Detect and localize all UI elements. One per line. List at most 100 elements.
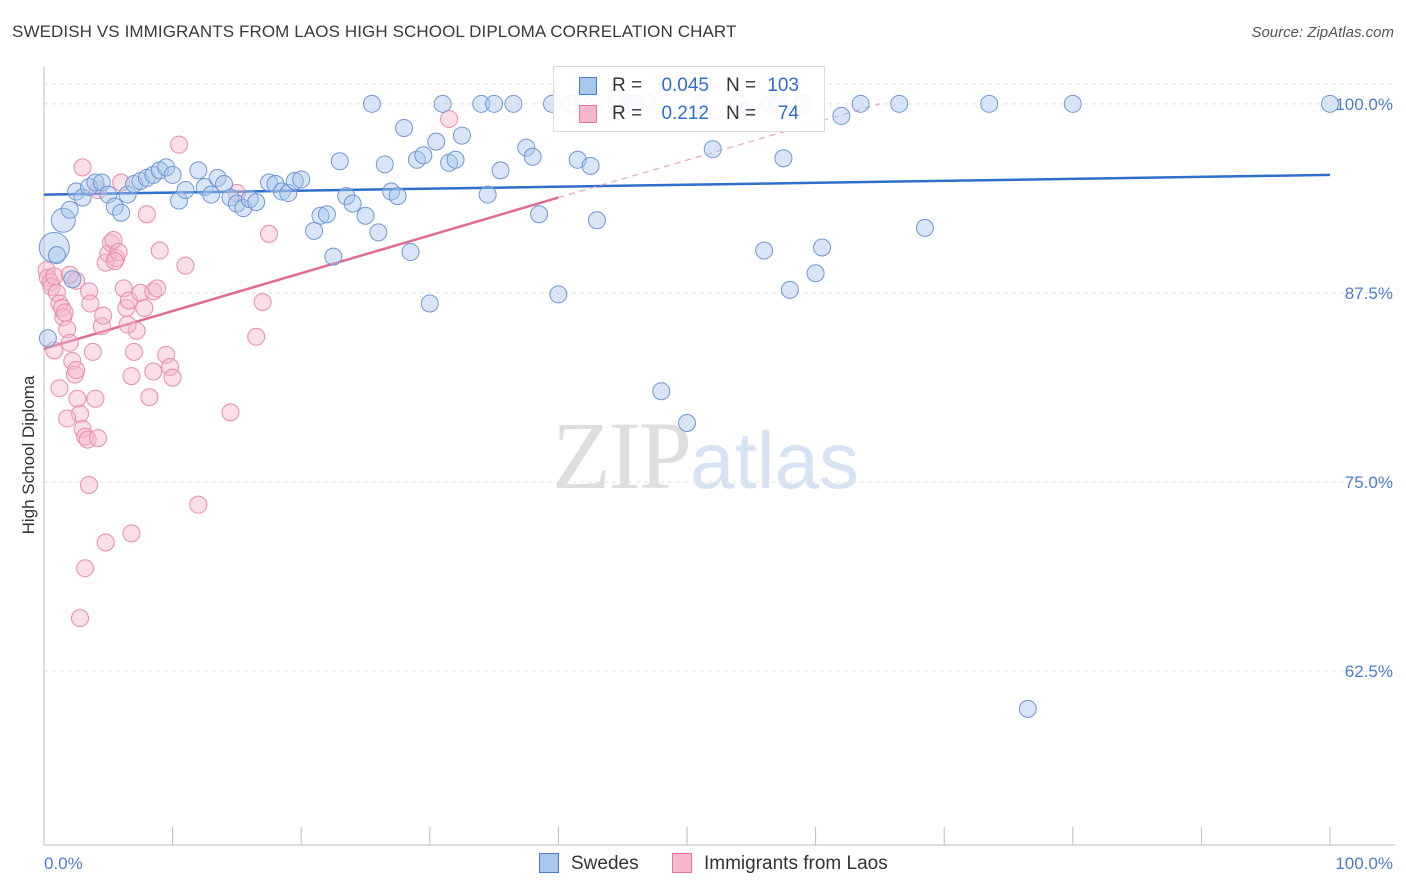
point-swedes [915, 218, 934, 237]
point-laos [125, 342, 144, 361]
watermark-zip: ZIP [552, 402, 692, 509]
watermark-atlas: atlas [690, 416, 859, 505]
point-swedes [330, 152, 349, 171]
point-swedes [703, 140, 722, 159]
point-laos [148, 279, 167, 298]
point-laos [76, 427, 95, 446]
point-laos [260, 224, 279, 243]
legend-row-laos: R = 0.212 N = 74 [554, 100, 824, 128]
point-swedes [63, 270, 82, 289]
point-swedes [170, 191, 189, 210]
point-swedes [523, 147, 542, 166]
point-swedes [47, 246, 66, 265]
axes [43, 66, 1395, 846]
point-swedes [388, 187, 407, 206]
point-swedes [356, 206, 375, 225]
legend-swatch-laos [672, 853, 692, 873]
point-swedes [472, 94, 491, 113]
legend-label-swedes: Swedes [571, 853, 639, 874]
point-swedes [272, 182, 291, 201]
point-swedes [478, 185, 497, 204]
trend-line-laos [43, 196, 559, 351]
point-laos [109, 243, 128, 262]
legend-r-label: R = [612, 75, 643, 96]
point-laos [221, 403, 240, 422]
legend-swatch-swedes [539, 853, 559, 873]
point-laos [137, 205, 156, 224]
point-laos [58, 409, 77, 428]
point-swedes [247, 193, 266, 212]
point-swedes [517, 138, 536, 157]
point-swedes [343, 194, 362, 213]
legend-swatch-pink [579, 105, 597, 123]
point-swedes [446, 150, 465, 169]
point-laos [55, 303, 74, 322]
point-swedes [980, 94, 999, 113]
point-swedes [195, 178, 214, 197]
point-swedes [369, 223, 388, 242]
point-laos [150, 241, 169, 260]
point-swedes [530, 205, 549, 224]
legend-series: Swedes Immigrants from Laos [0, 850, 1406, 878]
legend-r-value: 0.045 [661, 75, 709, 96]
point-laos [89, 429, 108, 448]
point-swedes [652, 382, 671, 401]
point-swedes [317, 205, 336, 224]
point-swedes [813, 238, 832, 257]
point-swedes [581, 156, 600, 175]
point-swedes [362, 94, 381, 113]
legend-stats: R = 0.045 N = 103 R = 0.212 N = 74 [553, 66, 825, 132]
legend-row-swedes: R = 0.045 N = 103 [554, 72, 824, 100]
point-laos [118, 315, 137, 334]
point-swedes [755, 241, 774, 260]
point-swedes [851, 94, 870, 113]
point-swedes [549, 285, 568, 304]
point-laos [94, 306, 113, 325]
point-laos [140, 388, 159, 407]
point-laos [122, 367, 141, 386]
trend-lines [43, 103, 1331, 351]
point-laos [42, 277, 61, 296]
legend-n-value: 74 [777, 103, 799, 124]
point-swedes [60, 200, 79, 219]
point-swedes [1063, 94, 1082, 113]
points-immigrants-from-laos [37, 109, 459, 628]
point-swedes [38, 329, 57, 348]
point-swedes [452, 126, 471, 145]
y-tick-label: 75.0% [1345, 473, 1393, 492]
point-laos [76, 559, 95, 578]
chart-title: SWEDISH VS IMMIGRANTS FROM LAOS HIGH SCH… [12, 22, 737, 41]
point-swedes [774, 149, 793, 168]
point-laos [86, 389, 105, 408]
point-laos [135, 299, 154, 318]
point-swedes [433, 94, 452, 113]
point-swedes [832, 106, 851, 125]
tick-labels: 62.5% 75.0% 87.5% 100.0% 0.0% 100.0% High Scho… [19, 95, 1393, 873]
y-tick-label: 87.5% [1345, 284, 1393, 303]
legend-n-label: N = [726, 75, 757, 96]
legend-r-label: R = [612, 103, 643, 124]
legend-n-label: N = [726, 103, 757, 124]
point-laos [63, 351, 82, 370]
point-swedes [395, 119, 414, 138]
point-laos [68, 389, 87, 408]
point-laos [73, 158, 92, 177]
point-laos [114, 279, 133, 298]
watermark: ZIPatlas [552, 400, 859, 511]
point-swedes [38, 232, 70, 264]
point-swedes [285, 171, 304, 190]
point-laos [50, 379, 69, 398]
point-swedes [420, 294, 439, 313]
point-swedes [157, 158, 176, 177]
point-laos [105, 252, 124, 271]
x-tick-label: 100.0% [1335, 854, 1393, 873]
point-laos [81, 294, 100, 313]
point-laos [247, 327, 266, 346]
point-swedes [266, 174, 285, 193]
point-swedes [311, 206, 330, 225]
point-swedes [1018, 699, 1037, 718]
point-swedes [112, 203, 131, 222]
point-swedes [401, 243, 420, 262]
point-swedes [86, 173, 105, 192]
